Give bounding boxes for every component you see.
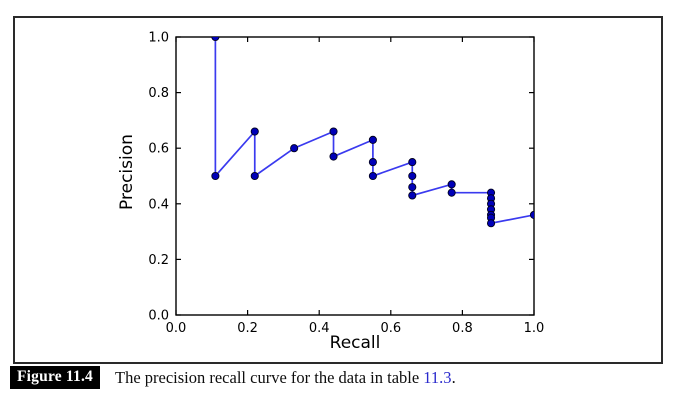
data-point-marker [408,171,417,181]
x-axis-label: Recall [329,333,381,353]
caption-table-link[interactable]: 11.3 [423,367,452,387]
figure-label-badge: Figure 11.4 [10,366,100,389]
data-point-marker [529,210,534,219]
x-tick-label: 1.0 [524,321,545,336]
y-tick-label: 0.4 [148,197,169,212]
data-point-marker [250,127,259,136]
data-point-marker [368,135,377,144]
y-tick-label: 0.8 [148,86,169,101]
data-point-marker [486,219,496,228]
x-tick-label: 0.2 [237,321,258,336]
caption-period: . [451,367,456,387]
data-point-marker [211,37,220,42]
data-point-marker [211,171,220,181]
data-point-marker [447,180,456,189]
y-tick-label: 1.0 [148,31,169,46]
y-axis-label: Precision [117,134,137,210]
figure-caption: Figure 11.4 The precision recall curve f… [10,366,456,389]
data-point-marker [329,127,338,136]
data-point-marker [447,188,456,197]
y-tick-label: 0.6 [148,142,169,157]
caption-body: The precision recall curve for the data … [114,367,424,387]
x-tick-label: 0.6 [380,321,401,336]
x-tick-label: 0.4 [309,321,330,336]
x-tick-label: 0.8 [452,321,473,336]
x-tick-label: 0.0 [166,321,187,336]
data-point-marker [408,191,417,200]
data-point-marker [408,183,417,192]
data-point-marker [368,158,377,167]
data-point-marker [408,158,417,167]
data-point-marker [368,171,377,181]
y-tick-label: 0.2 [148,253,169,268]
data-point-marker [290,144,299,153]
plot-border [175,36,535,316]
caption-text: The precision recall curve for the data … [115,368,456,388]
y-tick-label: 0.0 [148,309,169,324]
data-point-marker [250,171,259,181]
data-point-marker [329,152,338,161]
